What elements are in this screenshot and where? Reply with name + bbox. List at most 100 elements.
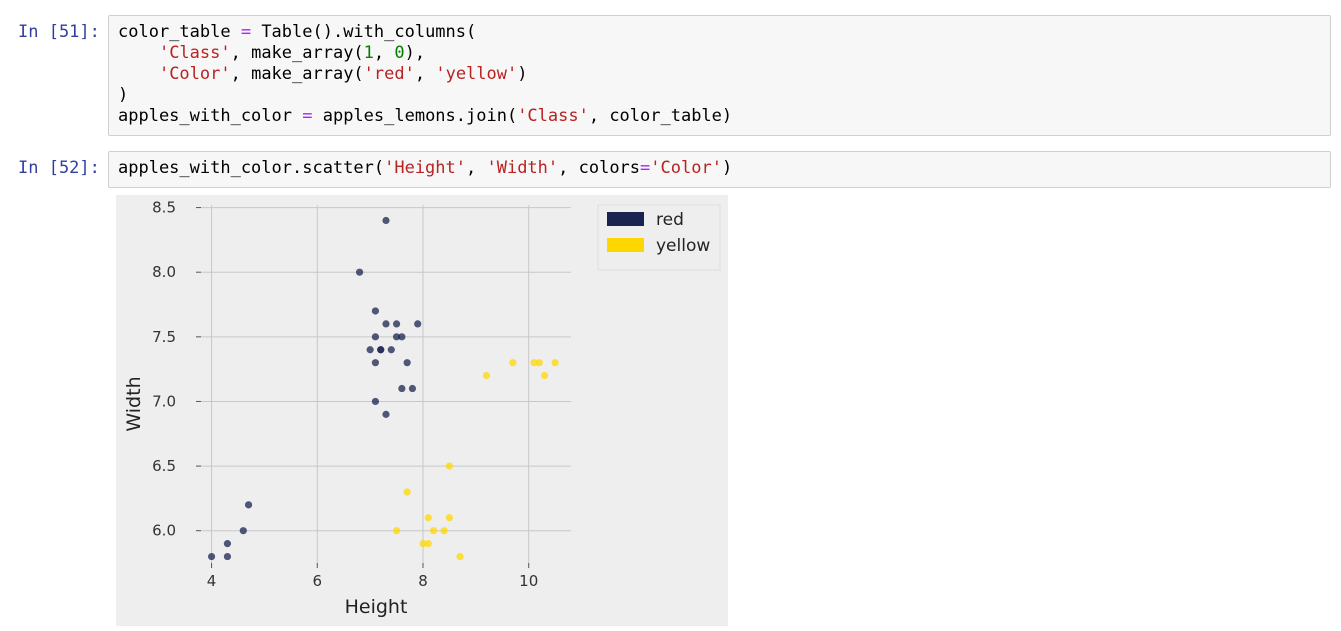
- code-token: =: [302, 106, 313, 126]
- code-token: , color_table): [588, 106, 733, 126]
- data-point-yellow: [403, 488, 411, 496]
- data-point-red: [398, 333, 406, 341]
- code-token: apples_with_color: [118, 106, 303, 126]
- data-point-yellow: [392, 527, 401, 535]
- data-point-red: [371, 333, 380, 341]
- code-token: ,: [414, 64, 436, 84]
- data-point-yellow: [482, 371, 491, 380]
- code-token: ): [517, 64, 528, 84]
- data-point-red: [366, 346, 374, 354]
- x-axis-label: Height: [345, 596, 408, 618]
- y-tick-label: 6.5: [152, 457, 176, 475]
- data-point-red: [371, 359, 380, 367]
- code-token: 'Color': [650, 158, 722, 178]
- data-point-red: [414, 320, 422, 328]
- data-point-yellow: [429, 527, 438, 535]
- legend-swatch-yellow: [607, 238, 644, 252]
- x-tick-label: 6: [313, 572, 323, 590]
- code-input-area[interactable]: color_table = Table().with_columns( 'Cla…: [108, 15, 1331, 136]
- data-point-yellow: [456, 552, 464, 561]
- data-point-red: [371, 397, 380, 406]
- code-token: Table().with_columns(: [251, 22, 477, 42]
- y-tick-label: 6.0: [152, 522, 176, 540]
- input-prompt: In [52]:: [18, 158, 100, 178]
- data-point-yellow: [535, 359, 543, 367]
- y-axis-label: Width: [123, 376, 145, 431]
- code-token: ): [118, 85, 129, 105]
- y-tick-label: 7.5: [152, 328, 176, 346]
- data-point-yellow: [440, 527, 448, 535]
- y-tick-label: 8.0: [152, 263, 176, 281]
- data-point-yellow: [419, 540, 427, 548]
- data-point-red: [244, 501, 253, 509]
- data-point-yellow: [509, 359, 517, 367]
- code-line: color_table = Table().with_columns(: [118, 22, 476, 42]
- x-tick-label: 10: [519, 572, 538, 590]
- output-figure: 4 6 8 10 6.0 6.5 7.0 7.5 8.0 8.5 Height Width red yel…: [116, 195, 728, 626]
- code-token: 'Class': [158, 43, 231, 63]
- code-token: ,: [466, 158, 487, 178]
- code-token: =: [640, 158, 651, 178]
- code-token: color_table: [118, 22, 241, 42]
- data-point-red: [392, 333, 401, 341]
- y-tick-label: 8.5: [152, 199, 176, 217]
- data-point-red: [382, 320, 390, 328]
- data-point-red: [408, 384, 417, 393]
- code-token: apples_lemons.join(: [312, 106, 518, 126]
- data-point-red: [377, 346, 385, 354]
- code-token: ),: [404, 43, 426, 63]
- code-token: 1: [363, 43, 374, 63]
- code-token: 'Height': [384, 158, 466, 178]
- code-token: 'Color': [158, 64, 231, 84]
- code-token: apples_with_color.scatter(: [118, 158, 385, 178]
- code-line: 'Color', make_array('red', 'yellow'): [118, 64, 528, 84]
- data-point-yellow: [530, 359, 538, 367]
- data-point-yellow: [424, 540, 432, 548]
- code-line: ): [118, 85, 128, 105]
- data-point-red: [392, 320, 401, 328]
- code-editor[interactable]: apples_with_color.scatter('Height', 'Wid…: [109, 152, 1330, 185]
- data-point-red: [398, 384, 406, 393]
- code-line: apples_with_color = apples_lemons.join('…: [118, 106, 732, 126]
- plot-area: [201, 205, 571, 563]
- code-token: 0: [394, 43, 405, 63]
- x-tick-label: 8: [418, 572, 428, 590]
- x-tick-label: 4: [207, 572, 217, 590]
- data-point-yellow: [445, 514, 454, 522]
- code-token: 'Class': [517, 106, 589, 126]
- data-point-yellow: [445, 462, 454, 470]
- scatter-chart: 4 6 8 10 6.0 6.5 7.0 7.5 8.0 8.5 Height Width red yel…: [123, 199, 721, 618]
- code-line: 'Class', make_array(1, 0),: [118, 43, 425, 63]
- data-point-red: [355, 268, 364, 276]
- code-token: , colors: [558, 158, 641, 178]
- legend-label: yellow: [656, 236, 710, 256]
- code-token: [118, 43, 159, 63]
- code-token: =: [240, 22, 252, 42]
- data-point-red: [207, 552, 216, 561]
- code-token: ,: [373, 43, 395, 63]
- data-point-red: [382, 410, 390, 418]
- code-input-area[interactable]: apples_with_color.scatter('Height', 'Wid…: [108, 151, 1331, 188]
- data-point-red: [239, 527, 247, 535]
- code-token: ): [721, 158, 733, 178]
- code-line: apples_with_color.scatter('Height', 'Wid…: [118, 158, 732, 178]
- data-point-red: [223, 552, 232, 561]
- code-token: , make_array(: [230, 43, 364, 63]
- data-point-red: [223, 540, 232, 548]
- data-point-red: [403, 359, 411, 367]
- data-point-yellow: [424, 514, 432, 522]
- code-token: [118, 64, 159, 84]
- code-token: , make_array(: [230, 64, 364, 84]
- data-point-red: [387, 346, 395, 354]
- code-token: 'red': [363, 64, 415, 84]
- input-prompt: In [51]:: [18, 22, 100, 42]
- code-editor[interactable]: color_table = Table().with_columns( 'Cla…: [109, 16, 1330, 133]
- legend-swatch-red: [607, 212, 644, 226]
- legend-label: red: [656, 210, 684, 230]
- data-point-yellow: [540, 371, 549, 380]
- y-tick-label: 7.0: [152, 392, 176, 410]
- code-token: 'yellow': [435, 64, 518, 84]
- data-point-red: [382, 216, 390, 225]
- code-token: 'Width': [486, 158, 559, 178]
- data-point-yellow: [551, 359, 559, 367]
